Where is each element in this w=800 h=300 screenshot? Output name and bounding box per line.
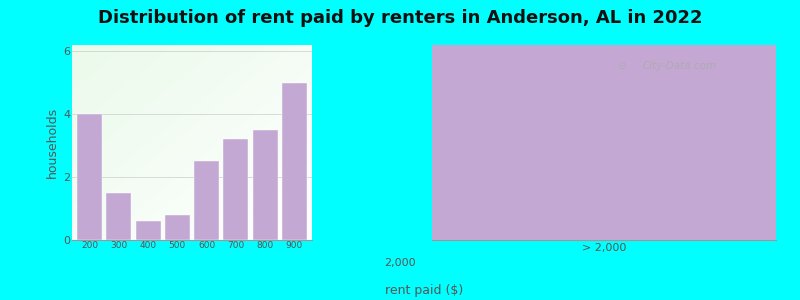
- Bar: [136, 221, 161, 240]
- Text: rent paid ($): rent paid ($): [385, 284, 463, 297]
- Text: ⊙: ⊙: [617, 61, 626, 70]
- Bar: [194, 161, 219, 240]
- Bar: [106, 193, 131, 240]
- Bar: [223, 140, 248, 240]
- Bar: [432, 83, 776, 240]
- Bar: [282, 83, 307, 240]
- Text: City-Data.com: City-Data.com: [642, 61, 717, 70]
- Text: 2,000: 2,000: [384, 258, 416, 268]
- Bar: [77, 114, 102, 240]
- Bar: [253, 130, 278, 240]
- Bar: [165, 215, 190, 240]
- Text: Distribution of rent paid by renters in Anderson, AL in 2022: Distribution of rent paid by renters in …: [98, 9, 702, 27]
- Y-axis label: households: households: [46, 107, 59, 178]
